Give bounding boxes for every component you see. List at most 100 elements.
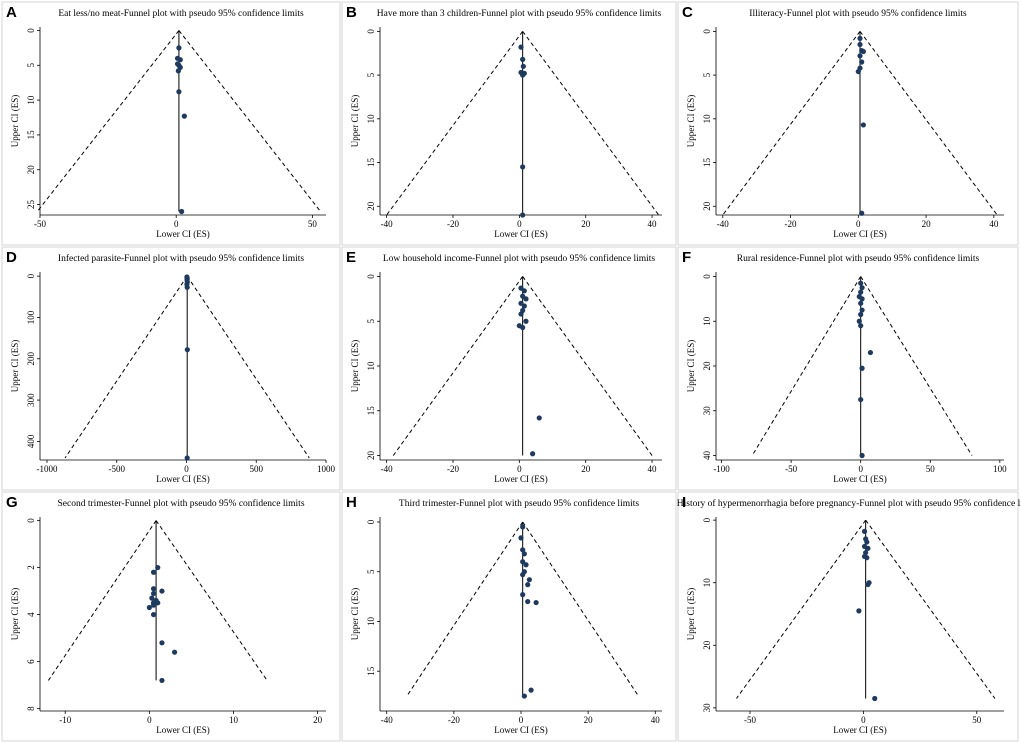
study-point — [150, 590, 157, 597]
panel-letter: I — [682, 494, 686, 511]
x-tick-label: 100 — [993, 464, 1007, 474]
y-tick-label: 5 — [702, 72, 712, 77]
study-point — [184, 455, 190, 461]
x-tick-label: -50 — [34, 219, 46, 229]
x-tick-label: -500 — [108, 464, 125, 474]
x-tick-label: 50 — [308, 219, 318, 229]
funnel-limit-line — [865, 519, 996, 699]
study-point — [858, 300, 864, 306]
panel-frame — [341, 491, 677, 742]
study-point — [175, 68, 181, 74]
study-point — [518, 44, 524, 50]
study-point — [146, 604, 152, 611]
y-tick-label: 20 — [366, 201, 376, 211]
study-point — [177, 57, 183, 63]
x-tick-label: 0 — [184, 464, 189, 474]
y-tick-label: 15 — [366, 406, 376, 416]
y-tick-label: 20 — [702, 640, 712, 650]
y-tick-label: 5 — [366, 569, 376, 574]
study-point — [528, 687, 534, 693]
funnel-limit-line — [155, 520, 268, 681]
y-tick-label: 20 — [26, 165, 36, 175]
panel-letter: G — [6, 494, 18, 511]
y-tick-label: 15 — [366, 158, 376, 168]
x-axis-label: Lower CI (ES) — [494, 474, 548, 484]
study-point — [184, 347, 190, 353]
study-point — [520, 559, 526, 565]
y-tick-label: 20 — [702, 361, 712, 371]
x-tick-label: -20 — [785, 219, 797, 229]
study-point — [518, 535, 524, 541]
y-tick-label: 2 — [26, 565, 36, 570]
x-tick-label: 20 — [581, 219, 591, 229]
x-tick-label: 10 — [229, 715, 239, 725]
panel-f: F Rural residence-Funnel plot with pseudo… — [677, 246, 1019, 491]
study-point — [857, 35, 863, 41]
study-point — [858, 323, 864, 329]
funnel-limit-line — [178, 30, 321, 212]
x-tick-label: -100 — [713, 464, 730, 474]
y-tick-label: 0 — [26, 518, 36, 523]
y-tick-label: 8 — [26, 706, 36, 711]
study-point — [150, 602, 157, 608]
study-point — [523, 318, 529, 324]
x-tick-label: 1000 — [317, 464, 336, 474]
study-point — [521, 551, 527, 557]
funnel-limit-line — [386, 31, 524, 216]
study-point — [865, 545, 871, 551]
y-tick-label: 30 — [702, 406, 712, 416]
study-point — [521, 288, 527, 294]
y-axis-label: Upper CI (ES) — [686, 588, 696, 641]
panel-letter: A — [6, 4, 17, 21]
panel-frame — [1, 491, 341, 742]
study-point — [150, 611, 157, 618]
x-axis-label: Lower CI (ES) — [156, 725, 210, 735]
y-tick-label: 0 — [26, 28, 36, 33]
y-axis-label: Upper CI (ES) — [686, 95, 696, 148]
panel-title: History of hypermenorrhagia before pregn… — [677, 498, 1021, 509]
x-tick-label: 40 — [651, 715, 661, 725]
study-point — [861, 528, 868, 534]
study-point — [520, 547, 526, 553]
study-point — [520, 56, 526, 62]
x-tick-label: 40 — [989, 219, 999, 229]
x-tick-label: 0 — [856, 219, 861, 229]
y-tick-label: 0 — [366, 274, 376, 279]
x-axis-label: Lower CI (ES) — [494, 725, 548, 735]
y-axis-label: Upper CI (ES) — [686, 340, 696, 393]
study-point — [520, 324, 526, 331]
study-point — [521, 693, 527, 699]
panel-title: Infected parasite-Funnel plot with pseud… — [58, 253, 304, 264]
y-tick-label: 10 — [366, 361, 376, 371]
y-axis-label: Upper CI (ES) — [10, 95, 20, 148]
study-point — [525, 598, 531, 605]
x-axis-label: Lower CI (ES) — [494, 229, 548, 239]
study-point — [159, 640, 165, 646]
y-axis-label: Upper CI (ES) — [350, 588, 360, 641]
x-tick-label: -1000 — [36, 464, 57, 474]
funnel-limit-line — [860, 276, 973, 456]
study-point — [181, 113, 187, 119]
study-point — [856, 318, 862, 324]
study-point — [857, 53, 863, 59]
y-tick-label: 400 — [26, 434, 36, 448]
x-tick-label: -40 — [381, 464, 393, 474]
study-point — [159, 588, 165, 594]
study-point — [872, 695, 878, 702]
x-tick-label: 0 — [174, 219, 179, 229]
study-point — [521, 303, 527, 309]
study-point — [176, 45, 182, 51]
study-point — [520, 164, 526, 170]
y-tick-label: 200 — [26, 352, 36, 366]
study-point — [149, 595, 155, 601]
study-point — [860, 48, 866, 55]
x-tick-label: 20 — [313, 715, 323, 725]
x-tick-label: 20 — [584, 715, 594, 725]
study-point — [520, 72, 526, 78]
x-tick-label: -50 — [785, 464, 797, 474]
study-point — [859, 210, 865, 216]
y-tick-label: 10 — [702, 316, 712, 326]
panel-d: D Infected parasite-Funnel plot with pseu… — [1, 246, 341, 491]
study-point — [859, 307, 865, 313]
